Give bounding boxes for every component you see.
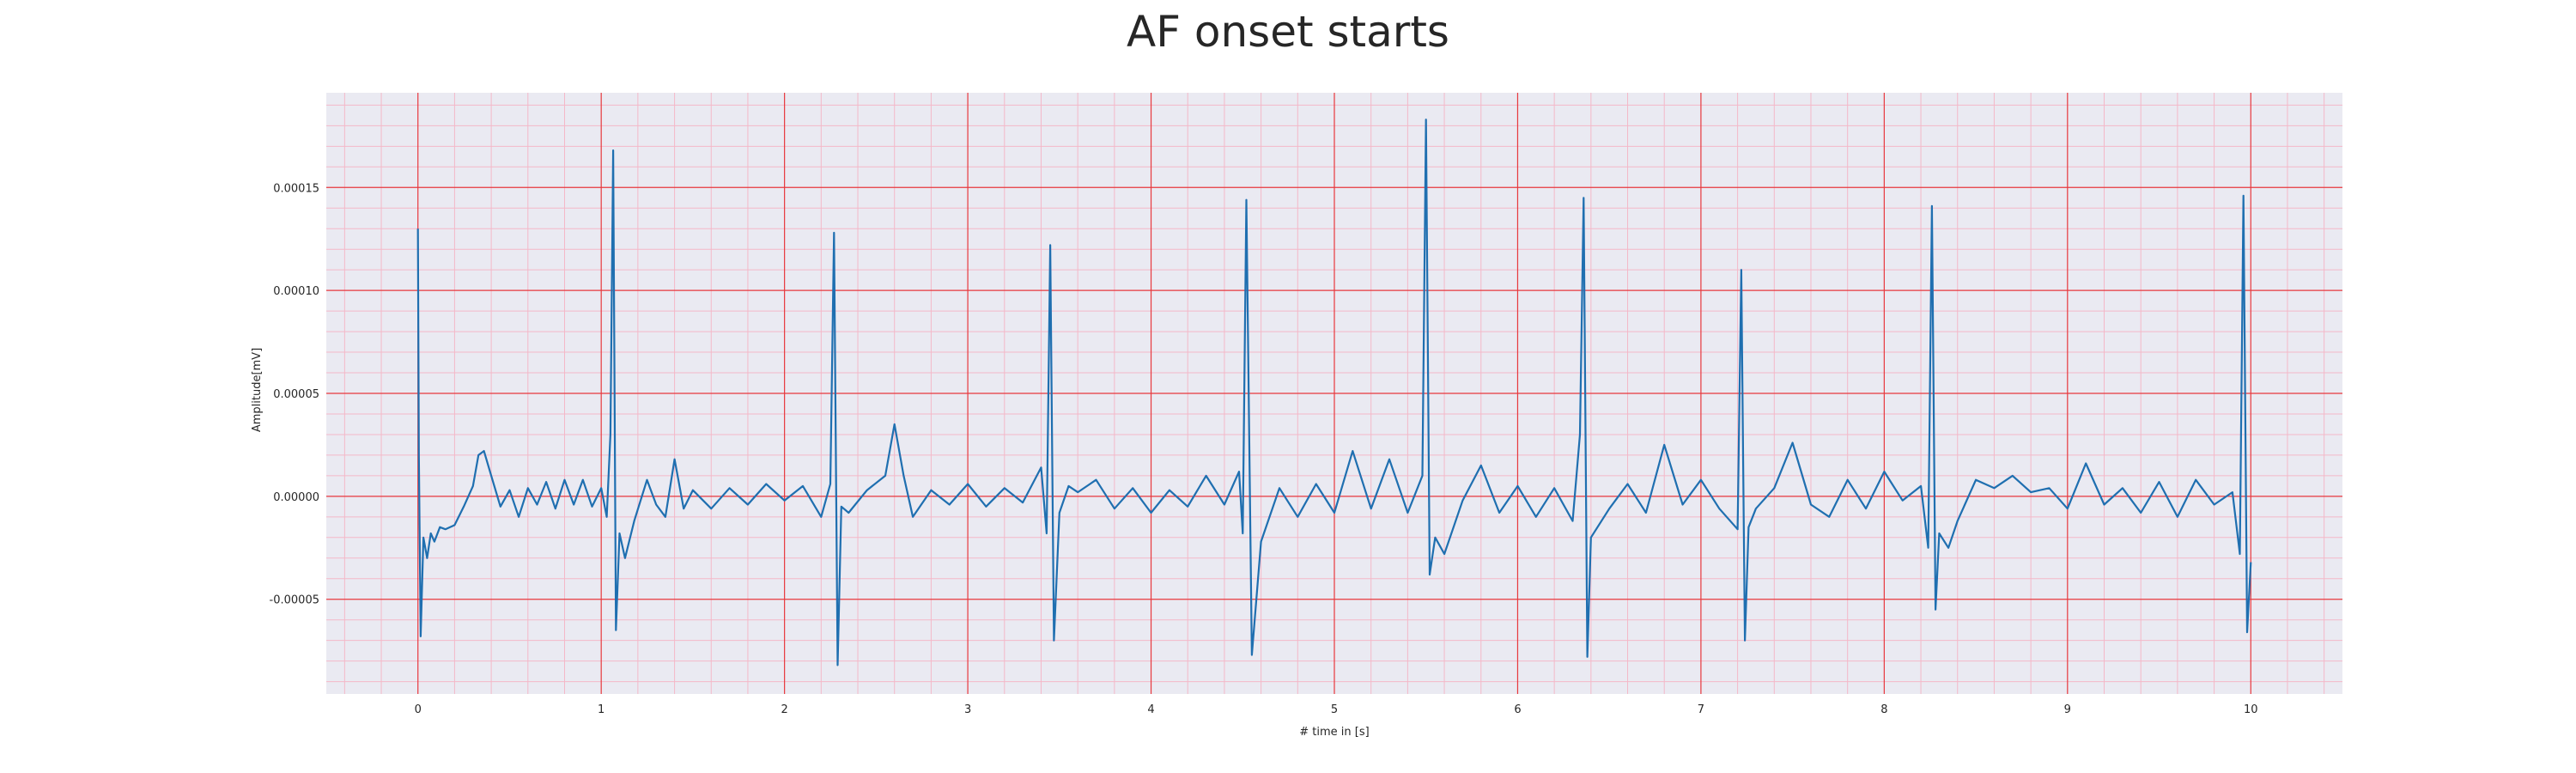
x-tick-label: 2	[781, 703, 787, 716]
x-tick-label: 1	[598, 703, 605, 716]
x-tick-label: 3	[964, 703, 971, 716]
x-tick-label: 7	[1698, 703, 1704, 716]
x-tick-label: 4	[1147, 703, 1154, 716]
y-tick-label: 0.00000	[273, 491, 319, 504]
y-tick-label: -0.00005	[270, 594, 319, 607]
x-tick-label: 0	[415, 703, 422, 716]
y-axis-ticks: -0.00005 0.00000 0.00005 0.00010 0.00015	[270, 182, 319, 606]
x-axis-ticks: 0 1 2 3 4 5 6 7 8 9 10	[415, 703, 2258, 716]
x-tick-label: 8	[1880, 703, 1887, 716]
x-tick-label: 5	[1331, 703, 1338, 716]
y-tick-label: 0.00005	[273, 388, 319, 401]
x-tick-label: 9	[2064, 703, 2071, 716]
x-tick-label: 6	[1514, 703, 1521, 716]
x-axis-label: # time in [s]	[1299, 726, 1369, 739]
y-tick-label: 0.00010	[273, 285, 319, 298]
chart-title: AF onset starts	[1127, 7, 1449, 57]
ecg-series-line	[416, 119, 2252, 666]
y-axis-label: Amplitude[mV]	[251, 348, 264, 432]
y-tick-label: 0.00015	[273, 182, 319, 195]
x-tick-label: 10	[2244, 703, 2258, 716]
